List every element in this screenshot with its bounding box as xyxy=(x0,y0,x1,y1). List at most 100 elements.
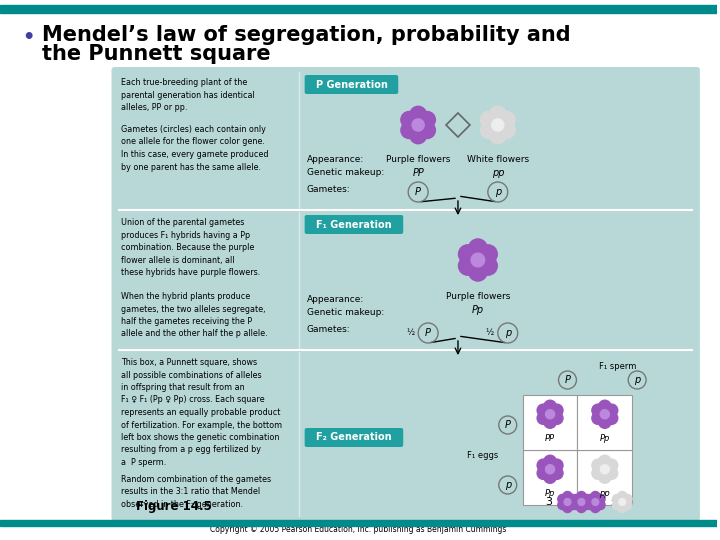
Circle shape xyxy=(606,467,618,480)
Text: Purple flowers: Purple flowers xyxy=(446,292,510,301)
Circle shape xyxy=(459,245,477,264)
Circle shape xyxy=(551,467,563,480)
Circle shape xyxy=(480,111,497,128)
Circle shape xyxy=(613,495,622,504)
Text: Pp: Pp xyxy=(600,434,610,443)
Circle shape xyxy=(546,465,554,474)
Text: Gametes:: Gametes: xyxy=(307,325,350,334)
Circle shape xyxy=(546,410,554,419)
Circle shape xyxy=(592,412,604,424)
Circle shape xyxy=(459,256,477,275)
Circle shape xyxy=(598,416,611,428)
Text: F₁ sperm: F₁ sperm xyxy=(598,362,636,371)
Text: Copyright © 2005 Pearson Education, Inc. publishing as Benjamin Cummings: Copyright © 2005 Pearson Education, Inc.… xyxy=(210,525,507,535)
Text: F₁ eggs: F₁ eggs xyxy=(467,450,498,460)
Circle shape xyxy=(568,500,577,510)
Text: Gametes:: Gametes: xyxy=(307,185,350,194)
Bar xyxy=(577,395,632,450)
Circle shape xyxy=(419,111,436,128)
Text: the Punnett square: the Punnett square xyxy=(42,44,271,64)
Text: White flowers: White flowers xyxy=(467,155,529,164)
Text: Gametes (circles) each contain only
one allele for the flower color gene.
In thi: Gametes (circles) each contain only one … xyxy=(122,125,269,172)
Text: F₂ Generation: F₂ Generation xyxy=(316,433,392,442)
Circle shape xyxy=(592,459,604,471)
Text: p: p xyxy=(505,480,511,490)
Circle shape xyxy=(401,122,418,139)
Circle shape xyxy=(490,106,506,123)
Text: P: P xyxy=(426,328,431,338)
Circle shape xyxy=(479,256,498,275)
Text: P: P xyxy=(415,187,421,197)
Text: Genetic makeup:: Genetic makeup: xyxy=(307,168,384,177)
Text: pp: pp xyxy=(600,489,610,498)
Bar xyxy=(523,450,577,505)
Circle shape xyxy=(410,127,426,144)
Text: ½: ½ xyxy=(486,328,494,338)
Text: Random combination of the gametes
results in the 3:1 ratio that Mendel
observed : Random combination of the gametes result… xyxy=(122,475,271,509)
Text: Figure 14.5: Figure 14.5 xyxy=(136,500,212,513)
Circle shape xyxy=(544,455,557,468)
Circle shape xyxy=(537,467,549,480)
Bar xyxy=(0,520,717,526)
Circle shape xyxy=(606,404,618,416)
Text: P: P xyxy=(564,375,570,385)
FancyBboxPatch shape xyxy=(305,428,403,447)
Circle shape xyxy=(577,503,586,512)
Circle shape xyxy=(618,503,627,512)
Text: Genetic makeup:: Genetic makeup: xyxy=(307,308,384,317)
Text: Appearance:: Appearance: xyxy=(307,155,364,164)
Circle shape xyxy=(564,498,571,505)
Circle shape xyxy=(544,471,557,483)
Circle shape xyxy=(606,459,618,471)
Circle shape xyxy=(598,455,611,468)
Circle shape xyxy=(577,491,586,501)
Circle shape xyxy=(595,500,605,510)
Circle shape xyxy=(578,498,585,505)
Circle shape xyxy=(479,245,498,264)
Text: pp: pp xyxy=(492,168,504,178)
Circle shape xyxy=(498,122,515,139)
Circle shape xyxy=(618,491,627,501)
Circle shape xyxy=(600,465,609,474)
Circle shape xyxy=(623,500,632,510)
Text: P: P xyxy=(505,420,510,430)
Circle shape xyxy=(572,495,581,504)
Text: p: p xyxy=(634,375,640,385)
Text: Union of the parental gametes
produces F₁ hybrids having a Pp
combination. Becau: Union of the parental gametes produces F… xyxy=(122,218,261,277)
Text: : 1: : 1 xyxy=(607,497,625,507)
Text: Purple flowers: Purple flowers xyxy=(386,155,450,164)
Text: p: p xyxy=(505,328,511,338)
Circle shape xyxy=(590,503,600,512)
Circle shape xyxy=(618,498,626,505)
FancyBboxPatch shape xyxy=(305,75,398,94)
Text: PP: PP xyxy=(545,434,555,443)
Circle shape xyxy=(551,459,563,471)
Circle shape xyxy=(572,500,581,510)
Circle shape xyxy=(568,495,577,504)
Text: PP: PP xyxy=(413,168,424,178)
Text: 3: 3 xyxy=(546,497,552,507)
Circle shape xyxy=(498,111,515,128)
Circle shape xyxy=(544,416,557,428)
Circle shape xyxy=(592,404,604,416)
Circle shape xyxy=(558,500,567,510)
Circle shape xyxy=(563,491,572,501)
Text: Mendel’s law of segregation, probability and: Mendel’s law of segregation, probability… xyxy=(42,25,570,45)
Circle shape xyxy=(582,495,591,504)
Circle shape xyxy=(480,122,497,139)
Text: P Generation: P Generation xyxy=(315,79,387,90)
Circle shape xyxy=(537,404,549,416)
Text: When the hybrid plants produce
gametes, the two alleles segregate,
half the game: When the hybrid plants produce gametes, … xyxy=(122,292,268,339)
Bar xyxy=(0,5,717,13)
Circle shape xyxy=(585,500,595,510)
Circle shape xyxy=(598,400,611,413)
Circle shape xyxy=(551,404,563,416)
Circle shape xyxy=(412,119,424,131)
Circle shape xyxy=(558,495,567,504)
Circle shape xyxy=(471,253,485,267)
Bar xyxy=(577,450,632,505)
Circle shape xyxy=(401,111,418,128)
Text: Appearance:: Appearance: xyxy=(307,295,364,304)
Text: Pp: Pp xyxy=(545,489,555,498)
Circle shape xyxy=(623,495,632,504)
